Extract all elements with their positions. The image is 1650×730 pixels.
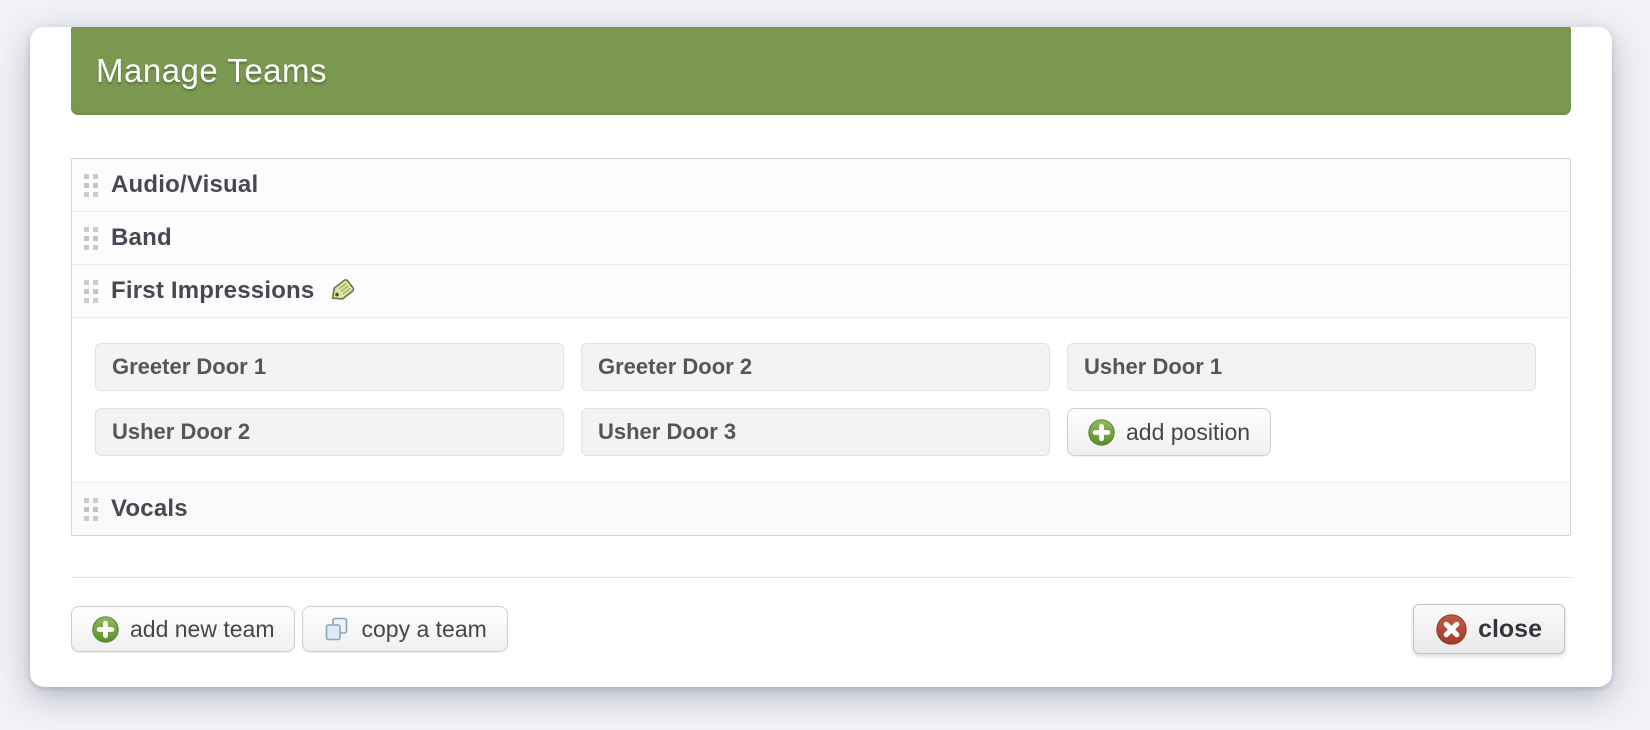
drag-handle-icon[interactable] [84, 497, 98, 521]
position-box[interactable]: Usher Door 2 [95, 408, 564, 456]
dialog-footer: add new team copy a team close [71, 604, 1571, 654]
dialog-title: Manage Teams [96, 52, 328, 89]
team-name: Band [111, 224, 172, 251]
team-name: Vocals [111, 495, 188, 522]
position-box[interactable]: Usher Door 3 [581, 408, 1050, 456]
add-new-team-label: add new team [130, 615, 275, 642]
plus-circle-icon [92, 615, 119, 643]
x-circle-icon [1436, 613, 1467, 645]
copy-team-label: copy a team [361, 615, 487, 642]
team-row-band[interactable]: Band [72, 212, 1570, 265]
team-row-first-impressions[interactable]: First Impressions [72, 265, 1570, 318]
team-name: First Impressions [111, 277, 315, 304]
add-position-button[interactable]: add position [1067, 408, 1272, 456]
drag-handle-icon[interactable] [84, 279, 98, 303]
add-new-team-button[interactable]: add new team [71, 606, 296, 652]
close-label: close [1478, 614, 1542, 643]
drag-handle-icon[interactable] [84, 173, 98, 197]
team-row-vocals[interactable]: Vocals [72, 483, 1570, 535]
plus-circle-icon [1088, 418, 1115, 446]
team-list: Audio/Visual Band First Impressions Gree… [71, 158, 1571, 536]
footer-divider [71, 577, 1571, 578]
add-position-label: add position [1126, 418, 1251, 445]
copy-pages-icon [323, 616, 350, 643]
team-row-audio-visual[interactable]: Audio/Visual [72, 159, 1570, 212]
close-button[interactable]: close [1413, 604, 1565, 654]
position-box[interactable]: Usher Door 1 [1067, 343, 1536, 391]
manage-teams-dialog: Manage Teams Audio/Visual Band First Imp… [30, 27, 1612, 687]
position-box[interactable]: Greeter Door 2 [581, 343, 1050, 391]
dialog-header: Manage Teams [71, 27, 1571, 115]
edit-tag-icon[interactable] [326, 275, 357, 307]
drag-handle-icon[interactable] [84, 226, 98, 250]
copy-team-button[interactable]: copy a team [302, 606, 508, 652]
position-box[interactable]: Greeter Door 1 [95, 343, 564, 391]
team-name: Audio/Visual [111, 171, 259, 198]
positions-area: Greeter Door 1 Greeter Door 2 Usher Door… [72, 318, 1570, 483]
